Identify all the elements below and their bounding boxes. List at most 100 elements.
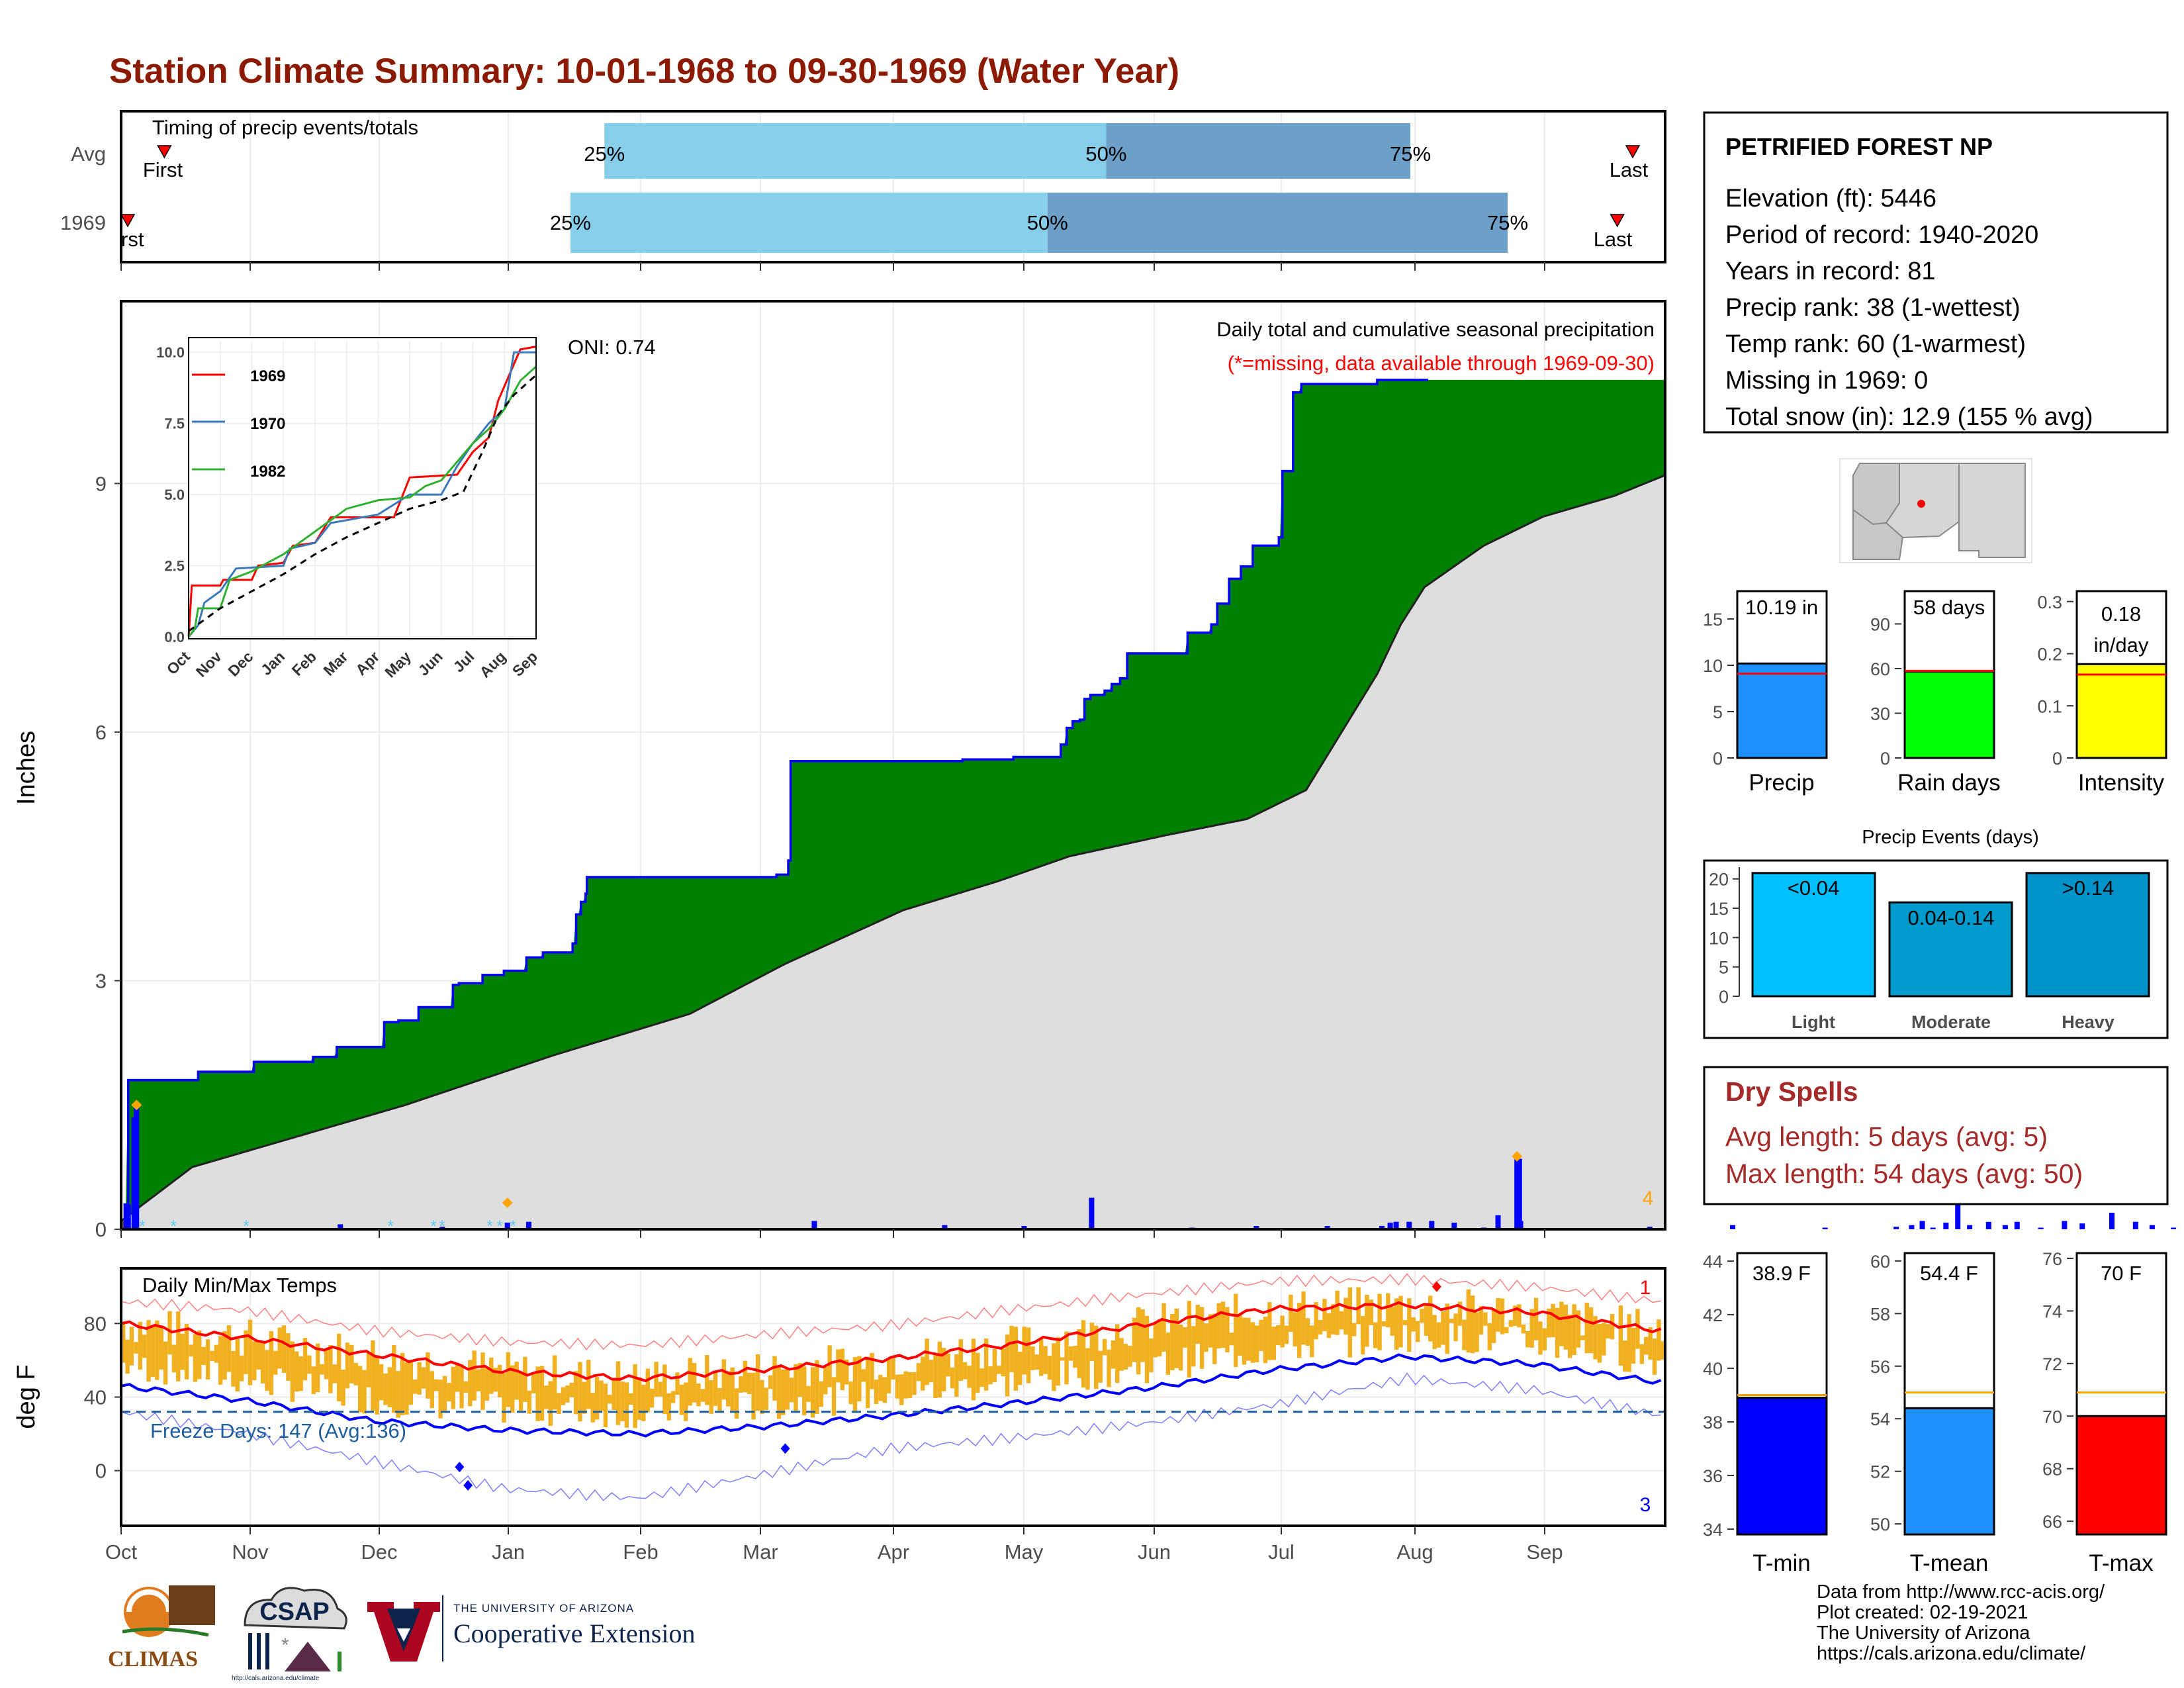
- daily-temp-bar: [1305, 1318, 1310, 1346]
- daily-precip-bar: [811, 1221, 817, 1229]
- y-tick-label: 34: [1703, 1520, 1723, 1540]
- daily-temp-bar: [1225, 1307, 1230, 1352]
- daily-temp-bar: [1259, 1319, 1263, 1351]
- y-tick-label: 52: [1870, 1462, 1890, 1482]
- daily-precip-bar: [1909, 1225, 1915, 1229]
- daily-temp-bar: [336, 1333, 341, 1402]
- daily-temp-bar: [1623, 1340, 1627, 1372]
- y-tick-label: 0.3: [2037, 592, 2062, 612]
- record-min-line: [120, 1372, 1661, 1501]
- timing-marker: [1625, 145, 1641, 159]
- daily-temp-bar: [789, 1378, 794, 1403]
- tmean-label: T-mean: [1910, 1550, 1989, 1576]
- inset-y-tick-label: 0.0: [164, 629, 185, 645]
- daily-temp-bar: [472, 1350, 477, 1401]
- daily-temp-bar: [193, 1334, 198, 1382]
- daily-temp-bar: [739, 1376, 743, 1393]
- daily-temp-bar: [1001, 1348, 1005, 1377]
- daily-precip-bar: [1955, 1200, 1961, 1229]
- climas-wordmark: CLIMAS: [108, 1647, 199, 1671]
- daily-temp-bar: [375, 1354, 379, 1415]
- events-bar-label: >0.14: [2062, 876, 2114, 900]
- daily-temp-bar: [1533, 1297, 1539, 1340]
- max-record-count: 1: [1640, 1277, 1651, 1299]
- daily-temp-bar: [1234, 1293, 1238, 1368]
- inset-y-tick-label: 2.5: [164, 558, 185, 575]
- timing-pct-label: 50%: [1027, 211, 1068, 234]
- timing-last-avg: Last: [1610, 158, 1649, 181]
- daily-temp-bar: [979, 1368, 984, 1387]
- daily-temp-bar: [1538, 1321, 1543, 1355]
- daily-temp-bar: [844, 1359, 849, 1385]
- daily-temp-bar: [134, 1342, 138, 1354]
- inset-x-tick-label: Mar: [320, 648, 351, 679]
- y-tick-label: 9: [95, 472, 107, 495]
- daily-temp-bar: [1199, 1307, 1205, 1369]
- daily-temp-bar: [1517, 1304, 1522, 1328]
- snow-marker: *: [170, 1217, 176, 1235]
- daily-temp-bar: [176, 1311, 181, 1382]
- daily-temp-bar: [1525, 1331, 1530, 1348]
- intensity-unit: in/day: [2094, 633, 2149, 657]
- daily-precip-bar: [2014, 1221, 2020, 1229]
- daily-temp-bar: [1322, 1299, 1327, 1332]
- daily-temp-bar: [848, 1382, 853, 1405]
- daily-temp-bar: [1250, 1322, 1255, 1363]
- daily-temp-bar: [531, 1374, 536, 1393]
- daily-temp-bar: [205, 1339, 210, 1380]
- daily-temp-bar: [1555, 1307, 1560, 1358]
- record-marker: [1432, 1281, 1441, 1292]
- timing-bar-q25-q50: [570, 193, 1048, 253]
- events-bar: [1888, 901, 2013, 998]
- daily-temp-bar: [248, 1319, 253, 1385]
- daily-temp-bar: [1073, 1345, 1077, 1368]
- daily-precip-bar: [2062, 1221, 2068, 1229]
- daily-temp-bar: [903, 1371, 908, 1399]
- daily-temp-bar: [717, 1387, 722, 1412]
- daily-precip-bar: [1379, 1225, 1385, 1229]
- dry-spells-title: Dry Spells: [1725, 1076, 1858, 1107]
- daily-temp-bar: [675, 1372, 680, 1395]
- daily-temp-bar: [1280, 1315, 1285, 1348]
- daily-temp-bar: [721, 1359, 727, 1400]
- daily-temp-bar: [1652, 1338, 1657, 1375]
- daily-temp-bar: [1085, 1348, 1090, 1390]
- daily-temp-bar: [1314, 1302, 1318, 1340]
- y-tick-label: 42: [1703, 1305, 1723, 1325]
- y-tick-label: 66: [2042, 1512, 2062, 1532]
- daily-temp-bar: [201, 1346, 206, 1366]
- svg-text:*: *: [281, 1634, 289, 1656]
- daily-temp-bar: [1432, 1315, 1437, 1350]
- daily-temp-bar: [1504, 1327, 1509, 1334]
- y-tick-label: 0.2: [2037, 645, 2062, 665]
- daily-temp-bar: [210, 1350, 214, 1361]
- month-label: Jul: [1268, 1540, 1295, 1564]
- inset-x-tick-label: Sep: [509, 648, 541, 680]
- y-tick-label: 74: [2042, 1301, 2062, 1321]
- daily-temp-bar: [1326, 1313, 1332, 1338]
- y-tick-label: 10: [1709, 928, 1729, 948]
- daily-temp-bar: [1238, 1314, 1242, 1356]
- daily-temp-bar: [1267, 1302, 1272, 1360]
- y-tick-label: 0: [95, 1460, 107, 1483]
- daily-temp-bar: [1284, 1325, 1289, 1344]
- y-tick-label: 0: [1713, 749, 1723, 769]
- daily-temp-bar: [557, 1393, 561, 1414]
- daily-temp-bar: [1128, 1346, 1132, 1367]
- daily-temp-bar: [726, 1371, 731, 1407]
- daily-temp-bar: [823, 1367, 828, 1395]
- y-tick-label: 70: [2042, 1407, 2062, 1427]
- daily-temp-bar: [615, 1361, 621, 1425]
- daily-temp-bar: [578, 1362, 582, 1422]
- daily-temp-bar: [819, 1381, 824, 1407]
- daily-temp-bar: [760, 1380, 764, 1414]
- daily-temp-bar: [925, 1338, 929, 1385]
- daily-temp-bar: [590, 1393, 595, 1423]
- daily-temp-bar: [1415, 1321, 1420, 1342]
- daily-temp-bar: [874, 1380, 879, 1405]
- daily-temp-bar: [912, 1372, 917, 1395]
- daily-temp-bar: [1115, 1324, 1120, 1383]
- y-tick-label: 0: [95, 1218, 107, 1241]
- daily-temp-bar: [1242, 1317, 1247, 1365]
- y-tick-label: 15: [1703, 610, 1723, 630]
